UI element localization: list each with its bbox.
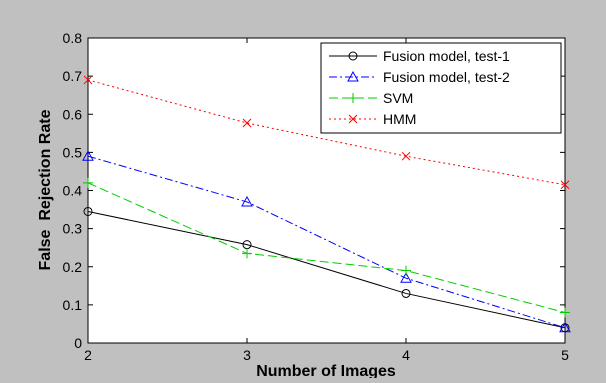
data-point-circle — [401, 288, 411, 298]
legend-label: Fusion model, test-1 — [383, 48, 510, 64]
legend-marker — [348, 51, 358, 61]
data-point-x — [242, 118, 252, 128]
y-tick-label: 0.2 — [63, 259, 83, 275]
y-tick-label: 0.3 — [63, 221, 83, 237]
data-point-triangle — [82, 150, 94, 161]
y-axis-label: False Rejection Rate — [37, 109, 54, 270]
data-point-triangle — [241, 195, 253, 207]
y-tick-label: 0.6 — [63, 106, 83, 122]
x-tick-label: 3 — [243, 347, 251, 363]
legend-label: HMM — [383, 111, 416, 127]
legend-label: SVM — [383, 90, 413, 106]
data-point-plus — [83, 177, 93, 188]
legend-box — [320, 42, 562, 134]
data-point-x — [83, 75, 93, 85]
y-tick-label: 0.7 — [63, 68, 83, 84]
y-tick-label: 0.4 — [63, 183, 83, 199]
series-line-3 — [87, 182, 566, 313]
y-tick-label: 0.1 — [63, 297, 83, 313]
data-point-plus — [242, 248, 252, 259]
data-point-plus — [560, 307, 570, 318]
legend-label: Fusion model, test-2 — [383, 69, 510, 85]
data-point-plus — [401, 265, 411, 276]
legend-marker — [348, 93, 358, 103]
series-line-1 — [87, 210, 566, 329]
data-point-x — [401, 151, 411, 161]
y-tick-label: 0.5 — [63, 144, 83, 160]
legend-marker — [347, 70, 359, 82]
data-point-triangle — [559, 321, 571, 333]
data-point-circle — [83, 206, 93, 216]
x-tick-label: 5 — [561, 347, 569, 363]
x-tick-label: 4 — [402, 347, 410, 363]
y-tick-label: 0 — [74, 335, 82, 351]
legend-marker — [348, 114, 358, 124]
series-line-2 — [87, 155, 566, 329]
y-tick-label: 0.8 — [63, 30, 83, 46]
x-tick-label: 2 — [84, 347, 92, 363]
x-axis-label: Number of Images — [256, 363, 396, 378]
data-point-triangle — [400, 272, 412, 283]
series-line-4 — [87, 79, 566, 186]
data-point-x — [560, 180, 570, 190]
